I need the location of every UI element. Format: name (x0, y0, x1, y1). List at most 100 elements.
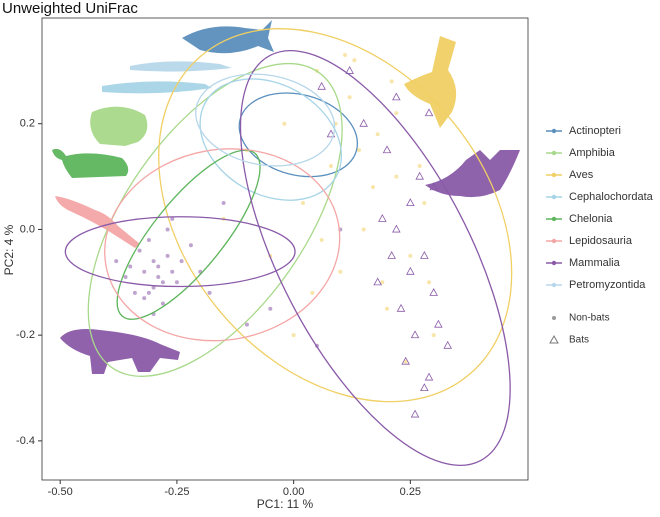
lizard-silhouette (55, 196, 140, 248)
ellipse (195, 73, 336, 167)
chart-title: Unweighted UniFrac (2, 0, 138, 17)
y-axis-label: PC2: 4 % (2, 224, 16, 275)
legend-label: Aves (569, 169, 594, 181)
bat-point (401, 356, 410, 365)
ellipse (87, 62, 343, 377)
point (137, 248, 142, 253)
legend-label: Actinopteri (569, 125, 621, 137)
legend-dot (551, 260, 557, 266)
point (361, 227, 366, 232)
frog-silhouette (90, 106, 148, 146)
point (188, 243, 193, 248)
point (422, 201, 427, 206)
bat-point (387, 251, 396, 259)
point (338, 269, 343, 274)
x-tick-label: 0.25 (400, 486, 421, 498)
point (142, 269, 147, 274)
point (156, 264, 161, 269)
point (123, 275, 128, 280)
point (160, 301, 165, 306)
legend-dot (551, 216, 557, 222)
bat-point (410, 330, 420, 339)
point (170, 216, 175, 221)
point (427, 280, 432, 285)
fish-silhouette (182, 20, 274, 54)
bat-point (443, 340, 452, 349)
point (417, 164, 422, 169)
plot-area (52, 20, 520, 466)
legend-dot (551, 194, 557, 200)
x-axis-label: PC1: 11 % (257, 497, 314, 511)
bat-point (378, 214, 387, 222)
x-tick-label: 0.00 (283, 486, 304, 498)
point (319, 238, 324, 243)
point (408, 253, 413, 258)
point (300, 201, 305, 206)
point (282, 121, 287, 126)
point (403, 359, 408, 364)
point (142, 296, 147, 301)
bat-point (424, 108, 434, 117)
bird-silhouette (404, 36, 457, 128)
point (291, 333, 296, 338)
point (380, 280, 385, 285)
silhouettes (52, 20, 520, 374)
legend-dot (551, 282, 557, 288)
point (431, 333, 436, 338)
bat-point (420, 383, 429, 392)
bat-point (326, 129, 336, 138)
bat-point (392, 224, 401, 233)
point (132, 290, 137, 295)
point (151, 259, 156, 264)
bat-point (415, 171, 424, 180)
bat-point (382, 145, 392, 154)
point (146, 290, 151, 295)
lamprey-silhouette (130, 61, 232, 72)
legend-dot (551, 238, 557, 244)
bat-point (406, 198, 415, 207)
bat-point (396, 303, 406, 312)
bat-silhouette (425, 150, 520, 198)
bat-point (392, 92, 401, 101)
point (352, 58, 357, 63)
legend-dot (551, 128, 557, 134)
legend-dot (551, 150, 557, 156)
bat-point (434, 319, 443, 328)
x-tick-label: -0.50 (48, 486, 73, 498)
legend-dot (551, 172, 557, 178)
point (146, 238, 151, 243)
bat-point (429, 182, 438, 191)
point (174, 280, 179, 285)
ellipse (239, 49, 511, 466)
point (328, 164, 333, 169)
legend-label: Cephalochordata (569, 191, 654, 203)
ellipse (199, 78, 343, 201)
ellipse (158, 28, 513, 403)
bat-point (317, 81, 326, 90)
point (375, 132, 380, 137)
legend-label: Chelonia (569, 213, 613, 225)
legend-label: Mammalia (569, 257, 621, 269)
legend-label: Amphibia (569, 147, 616, 159)
bat-point (359, 118, 368, 127)
point (347, 95, 352, 100)
ellipse (64, 216, 296, 288)
ellipse (238, 92, 359, 178)
point (114, 259, 119, 264)
legend-marker (552, 316, 556, 320)
point (179, 259, 184, 264)
point (356, 148, 361, 153)
point (371, 185, 376, 190)
lancelet-silhouette (102, 81, 212, 94)
plot-frame (41, 17, 529, 481)
bat-point (373, 277, 382, 286)
point (310, 290, 315, 295)
legend-label: Non-bats (569, 313, 610, 324)
legend-label: Petromyzontida (569, 279, 646, 291)
point (221, 201, 226, 206)
point (128, 264, 133, 269)
point (244, 322, 249, 327)
point (165, 227, 170, 232)
point (156, 275, 161, 280)
